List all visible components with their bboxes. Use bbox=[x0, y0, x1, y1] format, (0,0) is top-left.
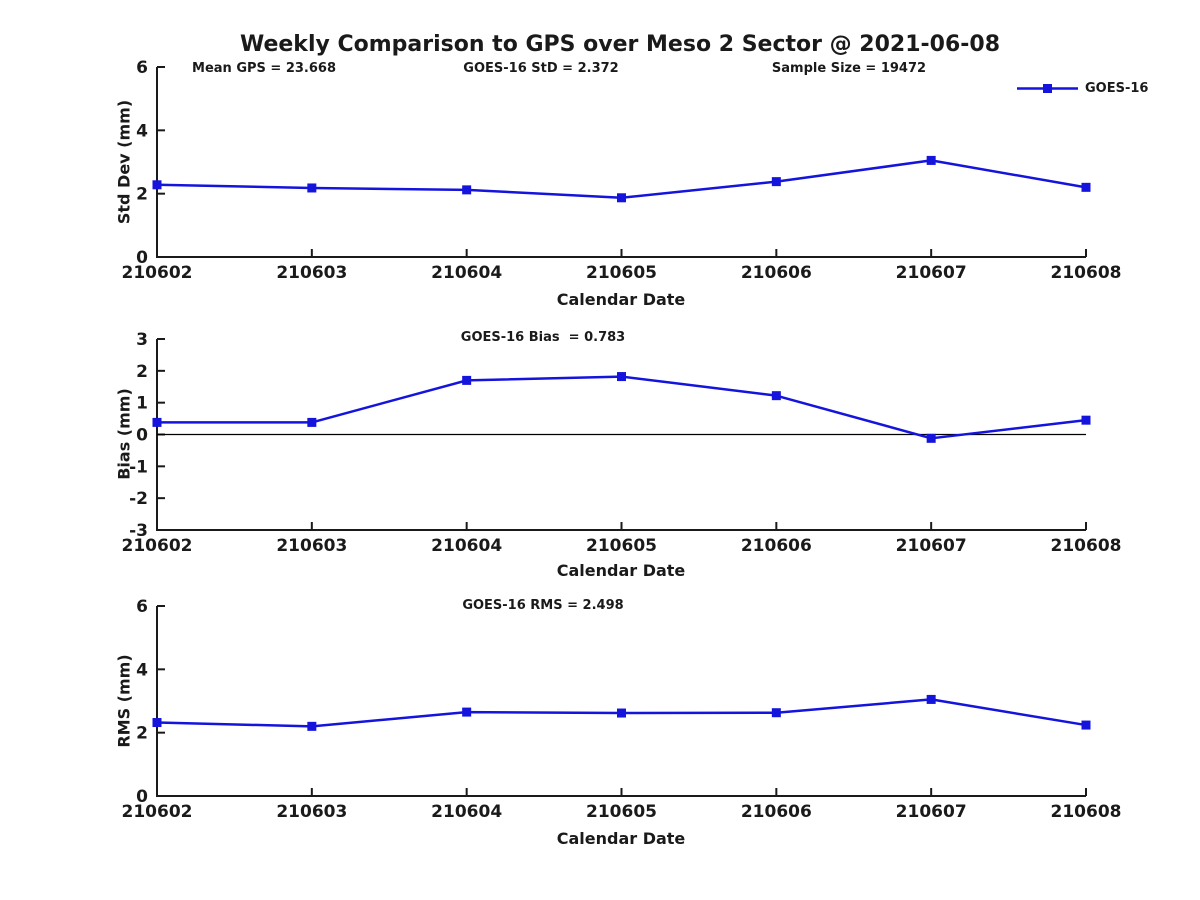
rms-y-axis-label: RMS (mm) bbox=[114, 654, 134, 748]
x-tick-label: 210602 bbox=[122, 802, 193, 822]
data-point-marker bbox=[307, 417, 317, 427]
x-tick-label: 210606 bbox=[741, 536, 812, 556]
x-tick-label: 210607 bbox=[896, 802, 967, 822]
x-tick-label: 210602 bbox=[122, 536, 193, 556]
data-point-marker bbox=[1081, 182, 1091, 192]
annotation-goes16-std: GOES-16 StD = 2.372 bbox=[463, 61, 619, 76]
x-tick-label: 210607 bbox=[896, 263, 967, 283]
y-tick-label: 2 bbox=[136, 185, 148, 205]
data-point-marker bbox=[462, 707, 472, 717]
x-tick-label: 210605 bbox=[586, 536, 657, 556]
data-point-marker bbox=[771, 708, 781, 718]
legend: GOES-16 bbox=[1016, 81, 1176, 96]
x-tick-label: 210606 bbox=[741, 263, 812, 283]
data-point-marker bbox=[1081, 720, 1091, 730]
data-point-marker bbox=[617, 372, 626, 382]
data-point-marker bbox=[771, 177, 781, 187]
rms-x-axis-label: Calendar Date bbox=[556, 829, 686, 848]
data-point-marker bbox=[1081, 415, 1091, 425]
x-tick-label: 210605 bbox=[586, 802, 657, 822]
x-tick-label: 210602 bbox=[122, 263, 193, 283]
y-tick-label: 4 bbox=[136, 660, 148, 680]
x-tick-label: 210606 bbox=[741, 802, 812, 822]
data-point-marker bbox=[926, 433, 936, 443]
data-point-marker bbox=[926, 694, 936, 704]
y-tick-label: 2 bbox=[136, 724, 148, 744]
data-point-marker bbox=[152, 180, 162, 190]
x-tick-label: 210604 bbox=[431, 802, 502, 822]
y-tick-label: 1 bbox=[136, 394, 148, 414]
data-point-marker bbox=[307, 183, 317, 193]
figure-title: Weekly Comparison to GPS over Meso 2 Sec… bbox=[239, 32, 1001, 57]
data-point-marker bbox=[617, 708, 626, 718]
data-point-marker bbox=[462, 375, 472, 385]
x-tick-label: 210603 bbox=[276, 263, 347, 283]
data-point-marker bbox=[152, 718, 162, 728]
axis-line bbox=[156, 67, 1086, 258]
bias-subplot-title: GOES-16 Bias = 0.783 bbox=[460, 330, 626, 345]
x-tick-label: 210608 bbox=[1051, 536, 1122, 556]
y-tick-label: 4 bbox=[136, 121, 148, 141]
y-tick-label: -3 bbox=[129, 521, 148, 541]
annotation-mean-gps: Mean GPS = 23.668 bbox=[192, 61, 336, 76]
y-tick-label: 0 bbox=[136, 426, 148, 446]
x-tick-label: 210604 bbox=[431, 263, 502, 283]
y-tick-label: 2 bbox=[136, 362, 148, 382]
data-point-marker bbox=[771, 391, 781, 401]
data-point-marker bbox=[926, 155, 936, 165]
annotation-sample-size: Sample Size = 19472 bbox=[771, 61, 927, 76]
data-point-marker bbox=[152, 417, 162, 427]
bias-y-axis-label: Bias (mm) bbox=[114, 388, 134, 480]
data-point-marker bbox=[307, 721, 317, 731]
series-line bbox=[156, 698, 1087, 728]
x-tick-label: 210603 bbox=[276, 536, 347, 556]
y-tick-label: 3 bbox=[136, 330, 148, 350]
y-tick-label: 0 bbox=[136, 787, 148, 807]
series-line bbox=[156, 159, 1087, 200]
stddev-y-axis-label: Std Dev (mm) bbox=[114, 99, 134, 225]
data-point-marker bbox=[617, 193, 626, 203]
x-tick-label: 210605 bbox=[586, 263, 657, 283]
x-tick-label: 210607 bbox=[896, 536, 967, 556]
x-tick-label: 210608 bbox=[1051, 263, 1122, 283]
axis-line bbox=[156, 339, 1086, 531]
stddev-x-axis-label: Calendar Date bbox=[556, 290, 686, 309]
x-tick-label: 210603 bbox=[276, 802, 347, 822]
y-tick-label: -2 bbox=[129, 489, 148, 509]
x-tick-label: 210608 bbox=[1051, 802, 1122, 822]
y-tick-label: 6 bbox=[136, 58, 148, 78]
bias-x-axis-label: Calendar Date bbox=[556, 561, 686, 580]
legend-line-marker-icon bbox=[1017, 84, 1078, 93]
data-point-marker bbox=[462, 185, 472, 195]
x-tick-label: 210604 bbox=[431, 536, 502, 556]
legend-label: GOES-16 bbox=[1085, 81, 1149, 96]
y-tick-label: 0 bbox=[136, 248, 148, 268]
axis-line bbox=[156, 606, 1086, 797]
y-tick-label: 6 bbox=[136, 597, 148, 617]
series-line bbox=[157, 375, 1087, 440]
rms-subplot-title: GOES-16 RMS = 2.498 bbox=[462, 598, 624, 613]
